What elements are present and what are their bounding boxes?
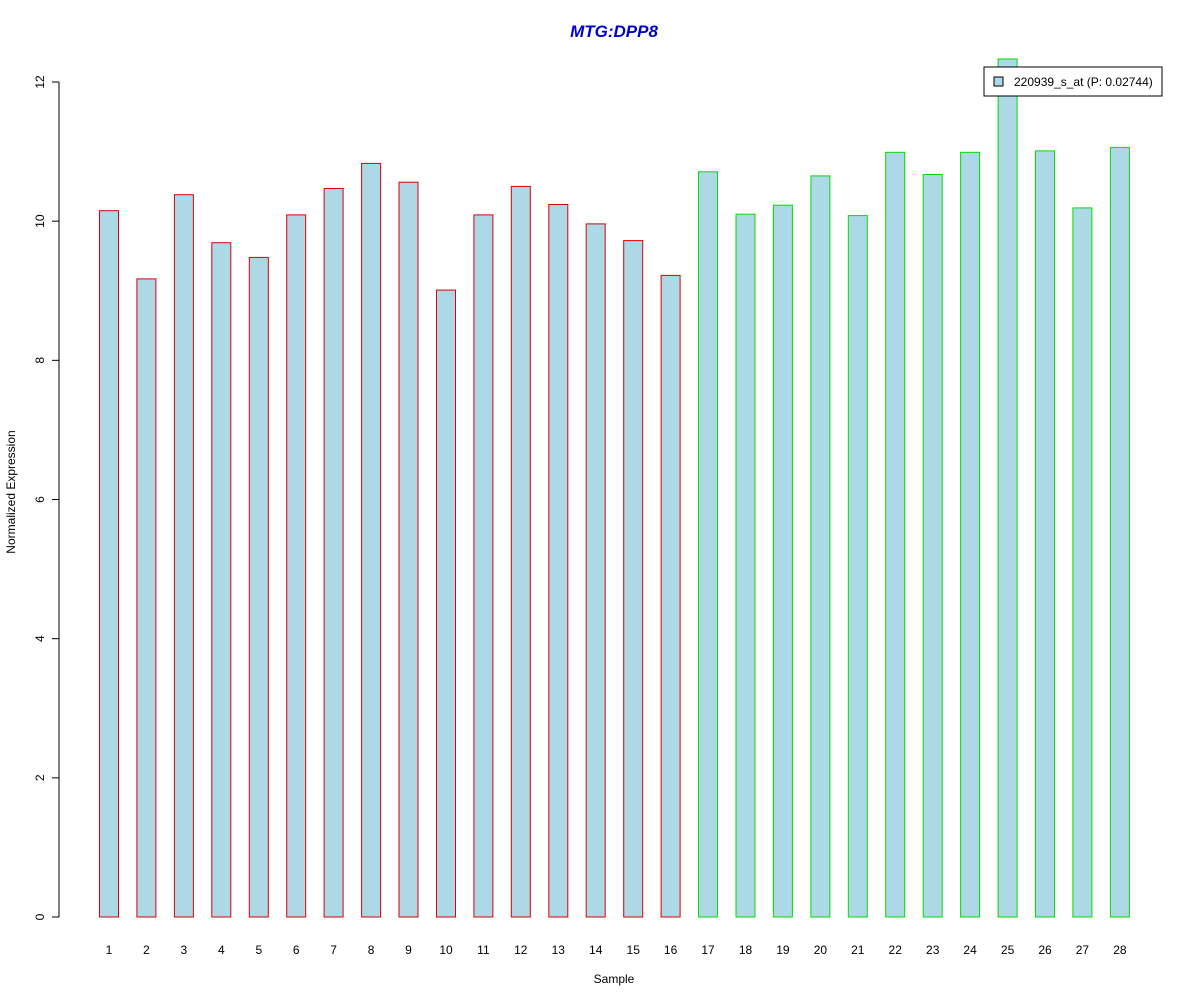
x-tick-label: 20 — [814, 943, 828, 957]
x-tick-label: 28 — [1113, 943, 1127, 957]
x-tick-label: 7 — [330, 943, 337, 957]
x-tick-label: 24 — [963, 943, 977, 957]
bar-sample-18 — [735, 213, 756, 918]
bar-sample-8 — [361, 162, 382, 918]
bar-sample-2 — [136, 278, 157, 918]
x-tick-label: 8 — [368, 943, 375, 957]
y-axis-label: Normalized Expression — [4, 430, 18, 553]
bar-sample-7 — [323, 188, 344, 918]
x-tick-label: 19 — [776, 943, 790, 957]
x-tick-label: 3 — [181, 943, 188, 957]
bar-sample-21 — [847, 215, 868, 918]
bar-sample-28 — [1109, 146, 1130, 918]
x-tick-label: 16 — [664, 943, 678, 957]
x-tick-label: 12 — [514, 943, 528, 957]
x-tick-labels: 1 2 3 4 5 6 7 8 9 10 11 12 13 14 15 16 17 18 19 20 21 22 23 24 2… — [106, 943, 1127, 957]
y-tick-label: 0 — [33, 913, 47, 920]
y-tick-label: 10 — [33, 214, 47, 228]
y-tick-label: 6 — [33, 496, 47, 503]
x-tick-label: 23 — [926, 943, 940, 957]
bars — [99, 58, 1130, 918]
bar-sample-13 — [548, 204, 569, 918]
bar-sample-1 — [99, 210, 119, 918]
bar-sample-11 — [473, 214, 494, 918]
x-tick-label: 1 — [106, 943, 113, 957]
y-tick-label: 2 — [33, 774, 47, 781]
bar-sample-9 — [398, 181, 419, 918]
bar-sample-19 — [772, 204, 793, 918]
bar-sample-6 — [286, 214, 307, 918]
bar-sample-22 — [885, 151, 906, 918]
bar-sample-14 — [585, 223, 606, 918]
legend-box — [983, 66, 1163, 97]
legend: 220939_s_at (P: 0.02744) — [983, 66, 1163, 97]
y-tick-label: 12 — [33, 75, 47, 89]
chart-title: MTG:DPP8 — [570, 22, 658, 41]
x-tick-label: 17 — [701, 943, 715, 957]
bar-sample-26 — [1035, 150, 1055, 918]
x-tick-label: 26 — [1038, 943, 1052, 957]
bar-sample-5 — [248, 256, 269, 918]
bar-sample-10 — [436, 289, 456, 918]
x-tick-label: 27 — [1076, 943, 1090, 957]
bar-sample-16 — [660, 274, 681, 918]
legend-label: 220939_s_at (P: 0.02744) — [1014, 75, 1153, 89]
y-tick-label: 8 — [33, 357, 47, 364]
x-tick-label: 15 — [627, 943, 641, 957]
x-tick-label: 22 — [889, 943, 903, 957]
x-tick-label: 9 — [405, 943, 412, 957]
x-tick-label: 14 — [589, 943, 603, 957]
x-tick-label: 13 — [552, 943, 566, 957]
legend-swatch — [993, 76, 1004, 87]
bar-sample-4 — [211, 242, 232, 918]
x-tick-label: 18 — [739, 943, 753, 957]
x-tick-label: 5 — [255, 943, 262, 957]
x-axis-label: Sample — [594, 972, 635, 986]
x-tick-label: 10 — [439, 943, 453, 957]
bar-sample-20 — [810, 175, 831, 918]
x-tick-label: 21 — [851, 943, 865, 957]
bar-sample-23 — [922, 174, 943, 918]
bar-sample-17 — [698, 171, 718, 918]
bar-sample-15 — [623, 240, 644, 918]
y-tick-label: 4 — [33, 635, 47, 642]
bar-sample-12 — [510, 185, 531, 918]
x-tick-label: 25 — [1001, 943, 1015, 957]
x-tick-label: 6 — [293, 943, 300, 957]
bar-sample-3 — [173, 194, 194, 918]
y-axis: 0 2 4 6 8 10 12 — [33, 75, 60, 920]
x-tick-label: 2 — [143, 943, 150, 957]
bar-sample-27 — [1072, 207, 1093, 918]
bar-sample-25 — [997, 58, 1018, 918]
x-tick-label: 4 — [218, 943, 225, 957]
x-tick-label: 11 — [477, 943, 490, 957]
bar-sample-24 — [960, 151, 981, 918]
